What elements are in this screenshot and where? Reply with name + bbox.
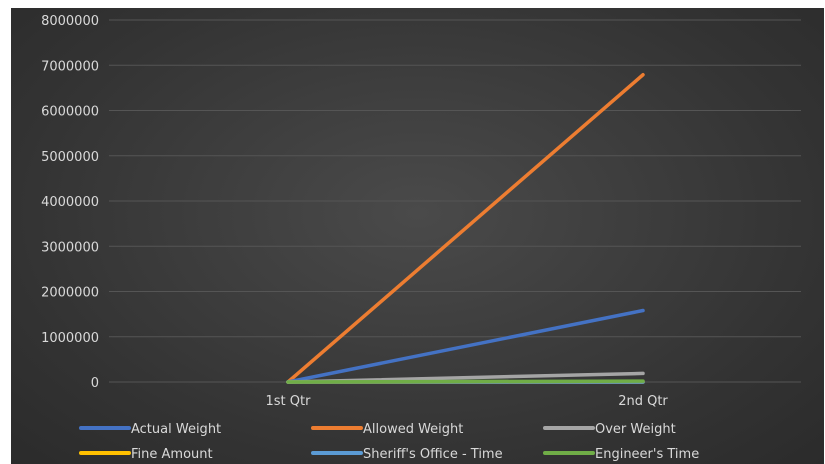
series-line-1 xyxy=(286,73,645,384)
x-tick-label: 2nd Qtr xyxy=(618,394,668,409)
y-tick-label: 6000000 xyxy=(41,105,99,120)
y-tick-label: 4000000 xyxy=(41,195,99,210)
y-tick-label: 3000000 xyxy=(41,240,99,255)
series-line-0 xyxy=(286,308,645,384)
y-tick-label: 8000000 xyxy=(41,14,99,29)
legend-label-0: Actual Weight xyxy=(131,422,221,437)
series-line-5 xyxy=(286,379,645,384)
y-tick-label: 1000000 xyxy=(41,331,99,346)
y-tick-label: 2000000 xyxy=(41,286,99,301)
chart-canvas: 0 1000000 2000000 3000000 4000000 5000000 6000… xyxy=(41,14,801,462)
legend-label-4: Sheriff's Office - Time xyxy=(363,447,503,462)
legend-label-5: Engineer's Time xyxy=(595,447,699,462)
y-tick-label: 0 xyxy=(91,376,99,391)
legend-label-2: Over Weight xyxy=(595,422,676,437)
line-chart: 0 1000000 2000000 3000000 4000000 5000000 6000… xyxy=(11,8,824,464)
y-tick-label: 7000000 xyxy=(41,59,99,74)
x-tick-label: 1st Qtr xyxy=(266,394,312,409)
legend-label-3: Fine Amount xyxy=(131,447,213,462)
y-tick-label: 5000000 xyxy=(41,150,99,165)
legend-label-1: Allowed Weight xyxy=(363,422,463,437)
